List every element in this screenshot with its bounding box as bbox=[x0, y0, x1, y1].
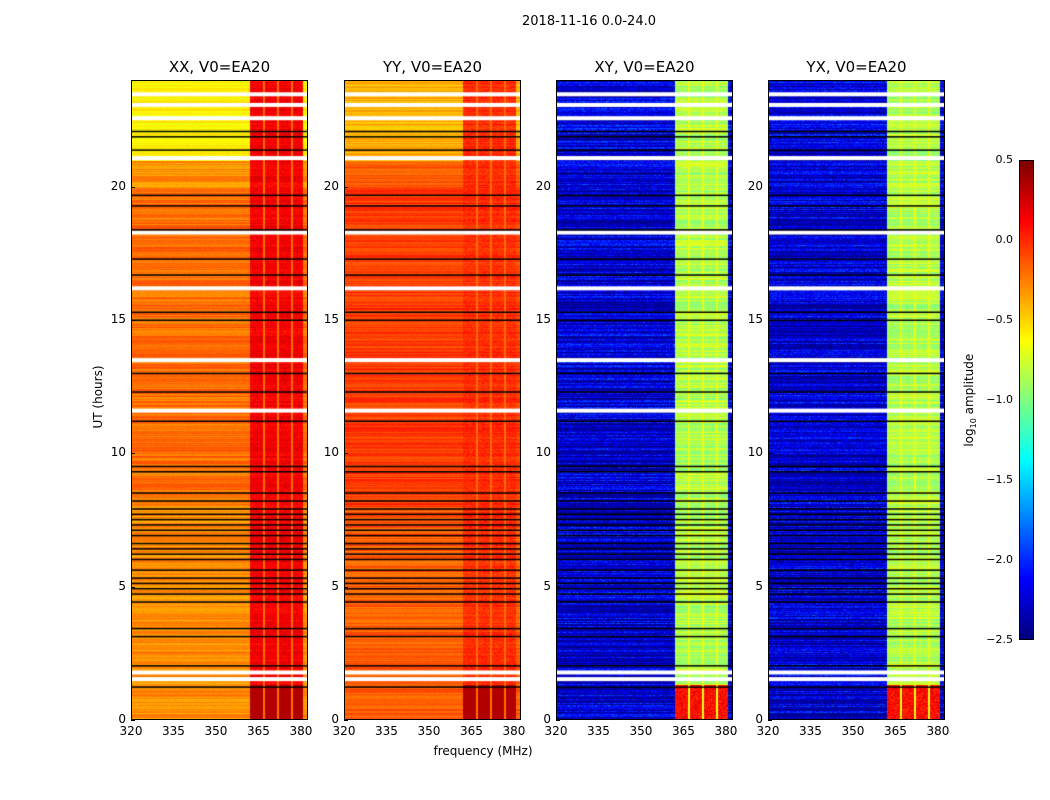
x-tick-label: 380 bbox=[714, 724, 738, 738]
y-tick-mark bbox=[344, 186, 348, 188]
colorbar-tick-label: −2.5 bbox=[986, 633, 1013, 646]
y-tick-label: 10 bbox=[323, 445, 339, 460]
x-tick-label: 380 bbox=[289, 724, 313, 738]
colorbar-tick-label: −2.0 bbox=[986, 553, 1013, 566]
y-tick-mark bbox=[344, 720, 348, 721]
y-tick-mark bbox=[556, 453, 560, 455]
y-tick-mark bbox=[556, 186, 560, 188]
y-tick-label: 15 bbox=[110, 312, 126, 326]
y-tick-mark bbox=[768, 586, 772, 588]
y-tick-label: 5 bbox=[118, 578, 126, 593]
x-tick-label: 335 bbox=[799, 724, 822, 738]
panel-title: XY, V0=EA20 bbox=[594, 58, 695, 76]
y-tick-mark bbox=[768, 320, 772, 321]
x-tick-label: 365 bbox=[671, 724, 695, 738]
colorbar-tick-label: 0.0 bbox=[995, 233, 1014, 246]
y-tick-mark bbox=[344, 453, 348, 455]
y-axis-label: UT (hours) bbox=[91, 365, 105, 429]
heatmap-panel-3 bbox=[556, 80, 733, 720]
heatmap-cells bbox=[345, 81, 520, 719]
colorbar bbox=[1019, 160, 1034, 640]
x-tick-label: 320 bbox=[332, 724, 356, 738]
colorbar-tick-label: −0.5 bbox=[986, 313, 1013, 326]
y-tick-label: 10 bbox=[535, 445, 551, 460]
heatmap-panel-2 bbox=[344, 80, 521, 720]
y-tick-label: 15 bbox=[535, 312, 551, 326]
x-tick-label: 365 bbox=[459, 724, 483, 738]
heatmap-panel-4 bbox=[768, 80, 945, 720]
y-tick-mark bbox=[131, 186, 135, 188]
heatmap-cells bbox=[769, 81, 944, 719]
panel-title: XX, V0=EA20 bbox=[168, 58, 271, 76]
x-tick-label: 350 bbox=[841, 724, 865, 738]
x-tick-label: 365 bbox=[883, 724, 907, 738]
x-tick-label: 335 bbox=[587, 724, 610, 738]
y-tick-mark bbox=[556, 586, 560, 588]
x-tick-label: 365 bbox=[246, 724, 270, 738]
y-tick-label: 0 bbox=[331, 712, 339, 726]
heatmap-cells bbox=[132, 81, 307, 719]
y-tick-mark bbox=[131, 586, 135, 588]
colorbar-tick-label: 0.5 bbox=[995, 153, 1014, 166]
x-tick-label: 320 bbox=[544, 724, 568, 738]
y-tick-mark bbox=[768, 720, 772, 721]
y-tick-label: 10 bbox=[747, 445, 763, 460]
x-tick-label: 320 bbox=[119, 724, 143, 738]
y-tick-mark bbox=[131, 720, 135, 721]
y-tick-mark bbox=[131, 453, 135, 455]
y-tick-label: 5 bbox=[755, 578, 763, 593]
y-tick-label: 0 bbox=[118, 712, 126, 726]
y-tick-label: 20 bbox=[323, 178, 339, 193]
x-axis-label: frequency (MHz) bbox=[433, 744, 533, 758]
y-tick-mark bbox=[556, 720, 560, 721]
y-tick-label: 15 bbox=[323, 312, 339, 326]
x-tick-label: 335 bbox=[162, 724, 185, 738]
y-tick-label: 5 bbox=[331, 578, 339, 593]
y-tick-label: 5 bbox=[543, 578, 551, 593]
y-tick-mark bbox=[131, 320, 135, 321]
y-tick-mark bbox=[768, 186, 772, 188]
y-tick-label: 20 bbox=[535, 178, 551, 193]
colorbar-tick-label: −1.5 bbox=[986, 473, 1013, 486]
colorbar-tick-label: −1.0 bbox=[986, 393, 1013, 406]
y-tick-label: 0 bbox=[755, 712, 763, 726]
x-tick-label: 380 bbox=[502, 724, 526, 738]
y-tick-mark bbox=[344, 586, 348, 588]
panel-title: YX, V0=EA20 bbox=[806, 58, 907, 76]
x-tick-label: 350 bbox=[629, 724, 653, 738]
x-tick-label: 350 bbox=[417, 724, 441, 738]
y-tick-label: 0 bbox=[543, 712, 551, 726]
y-tick-label: 20 bbox=[747, 178, 763, 193]
y-tick-label: 15 bbox=[747, 312, 763, 326]
heatmap-panel-1 bbox=[131, 80, 308, 720]
x-tick-label: 320 bbox=[756, 724, 780, 738]
x-tick-label: 380 bbox=[926, 724, 950, 738]
panel-title: YY, V0=EA20 bbox=[382, 58, 483, 76]
x-tick-label: 335 bbox=[375, 724, 398, 738]
figure-title: 2018-11-16 0.0-24.0 bbox=[522, 14, 656, 29]
y-tick-mark bbox=[344, 320, 348, 321]
y-tick-mark bbox=[768, 453, 772, 455]
x-tick-label: 350 bbox=[204, 724, 228, 738]
y-tick-mark bbox=[556, 320, 560, 321]
y-tick-label: 10 bbox=[110, 445, 126, 460]
heatmap-cells bbox=[557, 81, 732, 719]
y-tick-label: 20 bbox=[110, 178, 126, 193]
